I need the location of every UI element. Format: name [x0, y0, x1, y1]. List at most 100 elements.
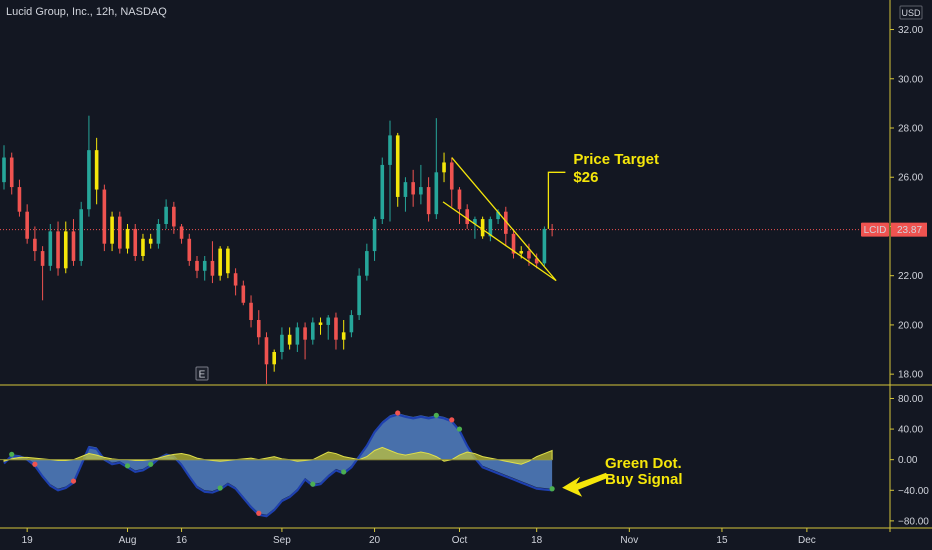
sell-signal-dot: [449, 417, 455, 423]
candle[interactable]: [202, 256, 207, 281]
candle[interactable]: [56, 221, 60, 276]
candle[interactable]: [249, 295, 253, 328]
candle[interactable]: [187, 233, 192, 266]
candle[interactable]: [295, 322, 300, 352]
candle[interactable]: [480, 216, 485, 239]
candle-body: [465, 209, 469, 224]
candle[interactable]: [542, 226, 547, 266]
candle[interactable]: [241, 280, 246, 306]
oscillator-tick-label: 40.00: [898, 425, 923, 436]
candle[interactable]: [395, 132, 400, 207]
candle-body: [365, 251, 369, 276]
candle[interactable]: [2, 145, 6, 190]
candle[interactable]: [110, 211, 114, 252]
candle[interactable]: [71, 219, 76, 266]
candle[interactable]: [280, 327, 284, 360]
candle[interactable]: [48, 224, 53, 271]
price-target-value: $26: [573, 169, 598, 186]
price-tick-label: 20.00: [898, 320, 923, 331]
candle[interactable]: [272, 349, 276, 372]
candle[interactable]: [334, 312, 338, 350]
oscillator-tick-label: −40.00: [898, 486, 929, 497]
currency-badge[interactable]: [899, 5, 923, 20]
candle[interactable]: [148, 233, 153, 249]
candle[interactable]: [164, 199, 168, 229]
candle-body: [473, 219, 477, 224]
candle[interactable]: [411, 169, 415, 207]
candle[interactable]: [17, 179, 22, 217]
candle[interactable]: [118, 211, 122, 254]
candle-body: [9, 157, 14, 188]
candle[interactable]: [133, 224, 138, 261]
candle[interactable]: [380, 157, 385, 224]
candle-body: [125, 228, 130, 249]
candle[interactable]: [357, 268, 361, 320]
candle[interactable]: [141, 233, 145, 261]
candle-body: [511, 233, 516, 254]
candle[interactable]: [9, 152, 14, 195]
candle[interactable]: [233, 268, 238, 296]
candle[interactable]: [287, 327, 292, 350]
candle[interactable]: [504, 206, 508, 247]
candle[interactable]: [94, 137, 99, 205]
candle[interactable]: [33, 226, 37, 261]
candle-body: [210, 260, 215, 276]
candle[interactable]: [79, 201, 83, 266]
candle[interactable]: [256, 310, 261, 345]
candle[interactable]: [226, 246, 230, 279]
candle[interactable]: [365, 243, 369, 281]
wedge-lower-line[interactable]: [442, 201, 557, 282]
candle[interactable]: [488, 216, 493, 242]
candle[interactable]: [511, 228, 516, 259]
candle[interactable]: [195, 256, 199, 279]
candle[interactable]: [125, 224, 130, 254]
candle[interactable]: [63, 221, 68, 274]
candle[interactable]: [434, 118, 439, 220]
sell-signal-dot: [395, 410, 401, 416]
candle[interactable]: [172, 201, 176, 234]
wedge-upper-line[interactable]: [451, 157, 557, 282]
candle[interactable]: [442, 152, 446, 183]
candle[interactable]: [426, 177, 431, 222]
candle[interactable]: [264, 332, 269, 384]
candle[interactable]: [388, 120, 392, 222]
candle-body: [419, 187, 423, 195]
candle[interactable]: [102, 184, 107, 252]
candle[interactable]: [534, 253, 539, 269]
candle-body: [326, 317, 331, 325]
candle[interactable]: [419, 164, 423, 205]
candle-body: [272, 352, 276, 365]
candle-body: [2, 157, 6, 183]
oscillator-area: [4, 413, 553, 515]
candle[interactable]: [210, 241, 215, 284]
candle[interactable]: [403, 177, 408, 212]
candle[interactable]: [550, 224, 554, 237]
price-target-line[interactable]: [547, 171, 566, 229]
candle[interactable]: [156, 219, 161, 249]
candle[interactable]: [40, 246, 45, 301]
candle[interactable]: [326, 315, 331, 340]
candle[interactable]: [341, 320, 346, 350]
time-tick-label: 15: [716, 535, 728, 546]
earnings-marker[interactable]: [195, 366, 209, 381]
candle[interactable]: [303, 322, 307, 360]
oscillator-tick-label: 0.00: [898, 455, 918, 466]
buy-signal-dot: [433, 412, 439, 418]
candle[interactable]: [465, 204, 469, 229]
candle-body: [33, 238, 37, 252]
candle[interactable]: [449, 157, 454, 207]
candle[interactable]: [25, 204, 29, 244]
candle[interactable]: [87, 115, 91, 217]
candle[interactable]: [473, 216, 477, 239]
candle[interactable]: [318, 317, 323, 335]
candle[interactable]: [311, 317, 315, 345]
candle-body: [94, 150, 99, 190]
candle[interactable]: [349, 310, 354, 338]
candle[interactable]: [218, 246, 222, 281]
candle[interactable]: [372, 216, 377, 261]
candle[interactable]: [179, 224, 184, 244]
candle[interactable]: [457, 187, 462, 224]
candle-body: [504, 211, 508, 234]
candle-body: [303, 327, 307, 340]
